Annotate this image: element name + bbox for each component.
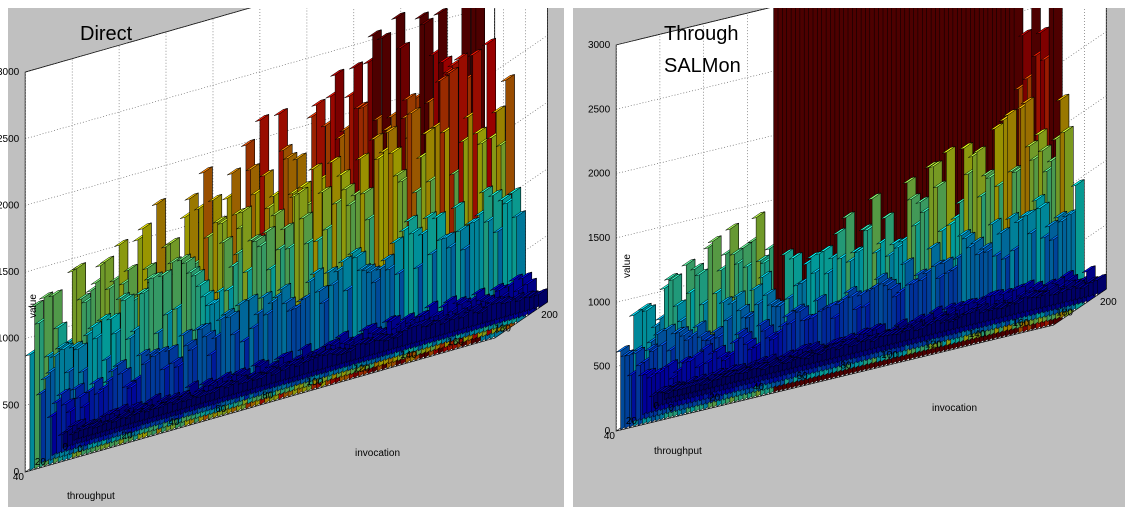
- value-tick-label: 1000: [0, 334, 20, 345]
- salmon-invocation-ticks: 0 20 40 60 80 100 120 140 160 180 200: [668, 297, 1117, 414]
- value-gridline: [25, 101, 548, 273]
- invocation-tick-label: 40: [753, 382, 765, 393]
- bar: [1092, 273, 1107, 296]
- invocation-tick-label: 160: [447, 337, 464, 348]
- invocation-tick-label: 120: [353, 364, 370, 375]
- value-tick-label: 500: [594, 362, 611, 373]
- salmon-value-ticks: 0 500 1000 1500 2000 2500 3000: [588, 40, 611, 437]
- invocation-tick-label: 60: [215, 404, 227, 415]
- value-tick-label: 0: [14, 467, 20, 478]
- invocation-tick-label: 200: [541, 310, 558, 321]
- direct-value-ticks: 0 500 1000 1500 2000 2500 3000: [0, 67, 20, 478]
- invocation-tick-label: 0: [668, 403, 674, 414]
- invocation-tick-label: 100: [306, 377, 323, 388]
- direct-throughput-ticks: 0 20 40: [13, 442, 69, 483]
- invocation-tick-label: 180: [494, 323, 511, 334]
- value-tick-label: 0: [605, 426, 611, 437]
- salmon-title-line-2: SALMon: [664, 55, 741, 77]
- direct-title-line-1: Direct: [80, 23, 133, 45]
- invocation-tick-label: 20: [121, 431, 133, 442]
- invocation-tick-label: 80: [840, 361, 852, 372]
- invocation-tick-label: 140: [969, 329, 986, 340]
- value-gridline: [616, 31, 1107, 174]
- value-gridline: [25, 8, 485, 140]
- value-tick-label: 3000: [0, 67, 20, 78]
- value-tick-label: 1500: [0, 267, 20, 278]
- value-gridline: [25, 301, 548, 473]
- direct-x-axis-label: invocation: [355, 448, 400, 459]
- throughput-tick-label: 0: [653, 401, 659, 412]
- direct-invocation-ticks: 0 20 40 60 80 100 120 140 160 180 200: [77, 310, 558, 455]
- salmon-title-line-1: Through: [664, 23, 739, 45]
- value-tick-label: 1500: [588, 233, 611, 244]
- invocation-tick-label: 120: [925, 339, 942, 350]
- value-gridline: [616, 224, 1107, 367]
- invocation-tick-label: 100: [881, 350, 898, 361]
- throughput-tick-label: 20: [35, 457, 47, 468]
- throughput-tick-label: 20: [626, 416, 638, 427]
- direct-y-axis-label: throughput: [67, 491, 115, 502]
- salmon-x-axis-label: invocation: [932, 403, 977, 414]
- salmon-y-axis-label: throughput: [654, 446, 702, 457]
- bar: [533, 288, 548, 309]
- value-tick-label: 1000: [588, 297, 611, 308]
- invocation-tick-label: 80: [262, 390, 274, 401]
- value-gridline: [616, 160, 1107, 303]
- value-tick-label: 2500: [588, 104, 611, 115]
- invocation-tick-label: 40: [168, 417, 180, 428]
- value-tick-label: 3000: [588, 40, 611, 51]
- invocation-tick-label: 160: [1012, 318, 1029, 329]
- direct-z-axis-label: value: [28, 294, 39, 318]
- value-tick-label: 500: [3, 400, 20, 411]
- value-gridline: [25, 8, 251, 73]
- invocation-tick-label: 200: [1100, 297, 1117, 308]
- value-tick-label: 2000: [588, 169, 611, 180]
- value-gridline: [616, 95, 1107, 239]
- value-tick-label: 2500: [0, 134, 20, 145]
- salmon-bars: [616, 8, 1107, 431]
- invocation-tick-label: 60: [797, 371, 809, 382]
- invocation-tick-label: 0: [77, 444, 83, 455]
- throughput-tick-label: 0: [62, 442, 68, 453]
- invocation-tick-label: 140: [400, 350, 417, 361]
- salmon-z-axis-label: value: [622, 254, 633, 278]
- throughput-tick-label: 40: [13, 472, 25, 483]
- salmon-throughput-ticks: 0 20 40: [604, 401, 660, 442]
- value-tick-label: 2000: [0, 200, 20, 211]
- invocation-tick-label: 180: [1056, 308, 1073, 319]
- throughput-tick-label: 40: [604, 431, 616, 442]
- direct-bars: [25, 8, 548, 472]
- value-gridline: [25, 35, 548, 206]
- invocation-tick-label: 20: [709, 392, 721, 403]
